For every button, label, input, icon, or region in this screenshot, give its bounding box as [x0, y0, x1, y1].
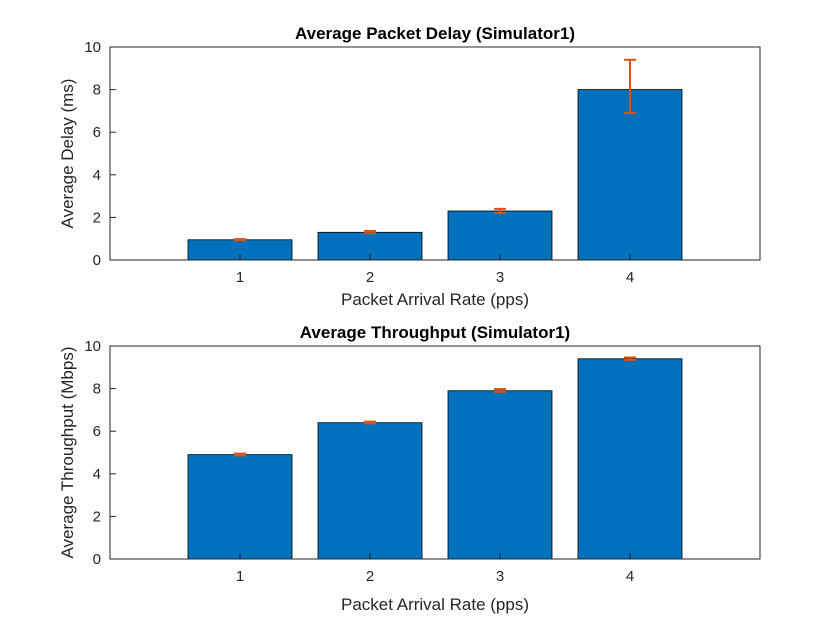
delay-x-tick-label-2: 2: [366, 269, 374, 286]
delay-error-bar-3: [494, 207, 506, 215]
throughput-bars: [187, 358, 683, 560]
throughput-y-tick-label-0: 0: [93, 551, 101, 568]
delay-bar-4: [577, 89, 683, 261]
delay-bar-3: [447, 210, 553, 261]
throughput-bar-2: [317, 422, 423, 560]
delay-y-axis-label: Average Delay (ms): [58, 79, 77, 229]
throughput-x-tick-label-4: 4: [626, 568, 634, 585]
delay-error-bar-1: [234, 238, 246, 242]
delay-error-bars: [234, 58, 636, 242]
throughput-y-tick-label-4: 4: [93, 466, 101, 483]
throughput-bar-1: [187, 454, 293, 560]
throughput-x-tick-label-2: 2: [366, 568, 374, 585]
throughput-x-tick-label-1: 1: [236, 568, 244, 585]
delay-x-tick-label-3: 3: [496, 269, 504, 286]
throughput-x-ticks: 1 2 3 4: [236, 553, 634, 585]
throughput-bar-3: [447, 390, 553, 560]
throughput-y-axis-label: Average Throughput (Mbps): [58, 347, 77, 559]
throughput-chart-title: Average Throughput (Simulator1): [300, 323, 570, 342]
delay-plot-frame: [109, 46, 761, 261]
throughput-error-bars: [234, 356, 636, 457]
delay-y-tick-label-4: 4: [93, 167, 101, 184]
throughput-y-tick-label-6: 6: [93, 423, 101, 440]
delay-x-tick-label-1: 1: [236, 269, 244, 286]
delay-y-tick-label-2: 2: [93, 209, 101, 226]
throughput-bar-4: [577, 358, 683, 560]
throughput-x-axis-label: Packet Arrival Rate (pps): [341, 595, 529, 614]
delay-y-tick-label-6: 6: [93, 124, 101, 141]
delay-error-bar-2: [364, 230, 376, 235]
throughput-x-tick-label-3: 3: [496, 568, 504, 585]
throughput-error-bar-3: [494, 388, 506, 393]
throughput-y-tick-label-10: 10: [84, 338, 101, 355]
delay-y-tick-label-0: 0: [93, 252, 101, 269]
delay-x-axis-label: Packet Arrival Rate (pps): [341, 290, 529, 309]
throughput-chart-panel: Average Throughput (Simulator1) 0246810 …: [58, 323, 761, 614]
throughput-error-bar-1: [234, 452, 246, 457]
throughput-error-bar-2: [364, 420, 376, 425]
delay-y-ticks: 0 2 4 6 8 10: [84, 39, 116, 269]
delay-chart-title: Average Packet Delay (Simulator1): [295, 24, 575, 43]
throughput-y-ticks: 0 2 4 6 8 10: [84, 338, 116, 568]
delay-y-tick-label-10: 10: [84, 39, 101, 56]
delay-error-bar-4: [624, 58, 636, 115]
delay-y-tick-label-8: 8: [93, 82, 101, 99]
delay-x-tick-label-4: 4: [626, 269, 634, 286]
delay-bars: [187, 89, 683, 261]
throughput-y-tick-label-8: 8: [93, 381, 101, 398]
throughput-y-tick-label-2: 2: [93, 508, 101, 525]
throughput-error-bar-4: [624, 356, 636, 361]
throughput-plot-frame: [109, 345, 761, 560]
delay-x-ticks: 1 2 3 4: [236, 254, 634, 286]
delay-chart-panel: Average Packet Delay (Simulator1) 0 2 4 6 8 1…: [58, 24, 761, 309]
